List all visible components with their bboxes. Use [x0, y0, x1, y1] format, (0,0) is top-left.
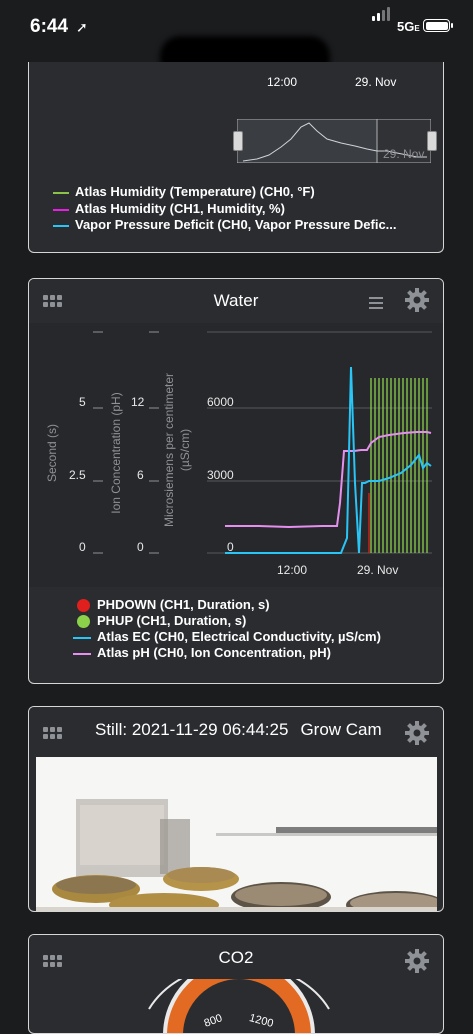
- gear-icon[interactable]: [404, 720, 430, 746]
- axis-tick-label: 2.5: [69, 468, 86, 482]
- axis-tick-label: 6000: [207, 395, 234, 409]
- range-navigator[interactable]: 29. Nov: [233, 118, 437, 164]
- axis-tick-label: 6: [137, 468, 144, 482]
- legend-item[interactable]: PHDOWN (CH1, Duration, s): [77, 597, 270, 613]
- x-tick-label: 12:00: [277, 563, 308, 577]
- legend-item[interactable]: PHUP (CH1, Duration, s): [77, 613, 246, 629]
- legend-line-cyan: [73, 636, 91, 639]
- clock: 6:44: [30, 16, 69, 37]
- humidity-chart-card: 12:00 29. Nov 29. Nov Atlas Humidity (Te…: [28, 62, 444, 253]
- card-title: Water: [213, 291, 259, 310]
- card-header: CO2: [29, 935, 443, 979]
- legend-dot-green: [77, 615, 90, 629]
- location-icon: ➚: [76, 19, 88, 35]
- ph-line: [225, 431, 432, 529]
- x-tick-label: 12:00: [267, 75, 298, 89]
- legend-item[interactable]: Atlas Humidity (CH1, Humidity, %): [53, 201, 285, 216]
- card-header: Still: 2021-11-29 06:44:25 Grow Cam: [29, 707, 443, 757]
- co2-gauge: [148, 979, 330, 1033]
- axis-title: Microsiemens per centimeter (µS/cm): [162, 372, 192, 528]
- legend-item[interactable]: Atlas EC (CH0, Electrical Conductivity, …: [73, 629, 381, 644]
- legend-line-cyan: [53, 224, 69, 227]
- drag-grid-icon[interactable]: [43, 727, 65, 741]
- navigator-left-handle[interactable]: [233, 131, 243, 151]
- legend-dot-red: [77, 599, 90, 613]
- water-card: Water: [28, 278, 444, 684]
- axis-tick-label: 0: [137, 540, 144, 554]
- axis-tick-label: 3000: [207, 468, 234, 482]
- camera-card: Still: 2021-11-29 06:44:25 Grow Cam: [28, 706, 444, 912]
- axis-tick-label: 0: [79, 540, 86, 554]
- x-tick-label: 29. Nov: [355, 75, 397, 89]
- co2-card: CO2 800 1200: [28, 934, 444, 1034]
- legend-line-magenta: [53, 208, 69, 211]
- water-chart[interactable]: 5 2.5 0 12 6 0 6000 3000 0 12:00 29. Nov…: [29, 323, 443, 587]
- navigator-date-label: 29. Nov: [383, 147, 425, 161]
- network-type: 5GE: [397, 19, 420, 34]
- drag-grid-icon[interactable]: [43, 955, 65, 969]
- card-title: CO2: [218, 948, 254, 967]
- axis-tick-label: 5: [79, 395, 86, 409]
- grow-photo: [36, 757, 437, 911]
- gear-icon[interactable]: [404, 287, 430, 313]
- card-header: Water: [29, 279, 443, 323]
- drag-grid-icon[interactable]: [43, 295, 65, 309]
- legend-line-pink: [73, 652, 91, 655]
- legend-item[interactable]: Atlas pH (CH0, Ion Concentration, pH): [73, 645, 331, 660]
- legend-item[interactable]: Vapor Pressure Deficit (CH0, Vapor Press…: [53, 217, 397, 232]
- navigator-right-handle[interactable]: [427, 131, 437, 151]
- menu-icon[interactable]: [369, 297, 383, 309]
- axis-tick-label: 0: [227, 540, 234, 554]
- axis-title: Ion Concentration (pH): [109, 392, 123, 514]
- x-tick-label: 29. Nov: [357, 563, 399, 577]
- battery-icon: [423, 19, 453, 32]
- ec-line: [225, 366, 432, 554]
- camera-still-image[interactable]: [36, 757, 437, 911]
- camera-title: Still: 2021-11-29 06:44:25 Grow Cam: [95, 720, 382, 739]
- legend-item[interactable]: Atlas Humidity (Temperature) (CH0, °F): [53, 184, 315, 199]
- water-chart-svg: [93, 331, 432, 554]
- phup-bars: [370, 378, 428, 553]
- axis-tick-label: 12: [131, 395, 145, 409]
- gear-icon[interactable]: [404, 948, 430, 974]
- legend-line-green: [53, 191, 69, 194]
- axis-title: Second (s): [45, 423, 59, 483]
